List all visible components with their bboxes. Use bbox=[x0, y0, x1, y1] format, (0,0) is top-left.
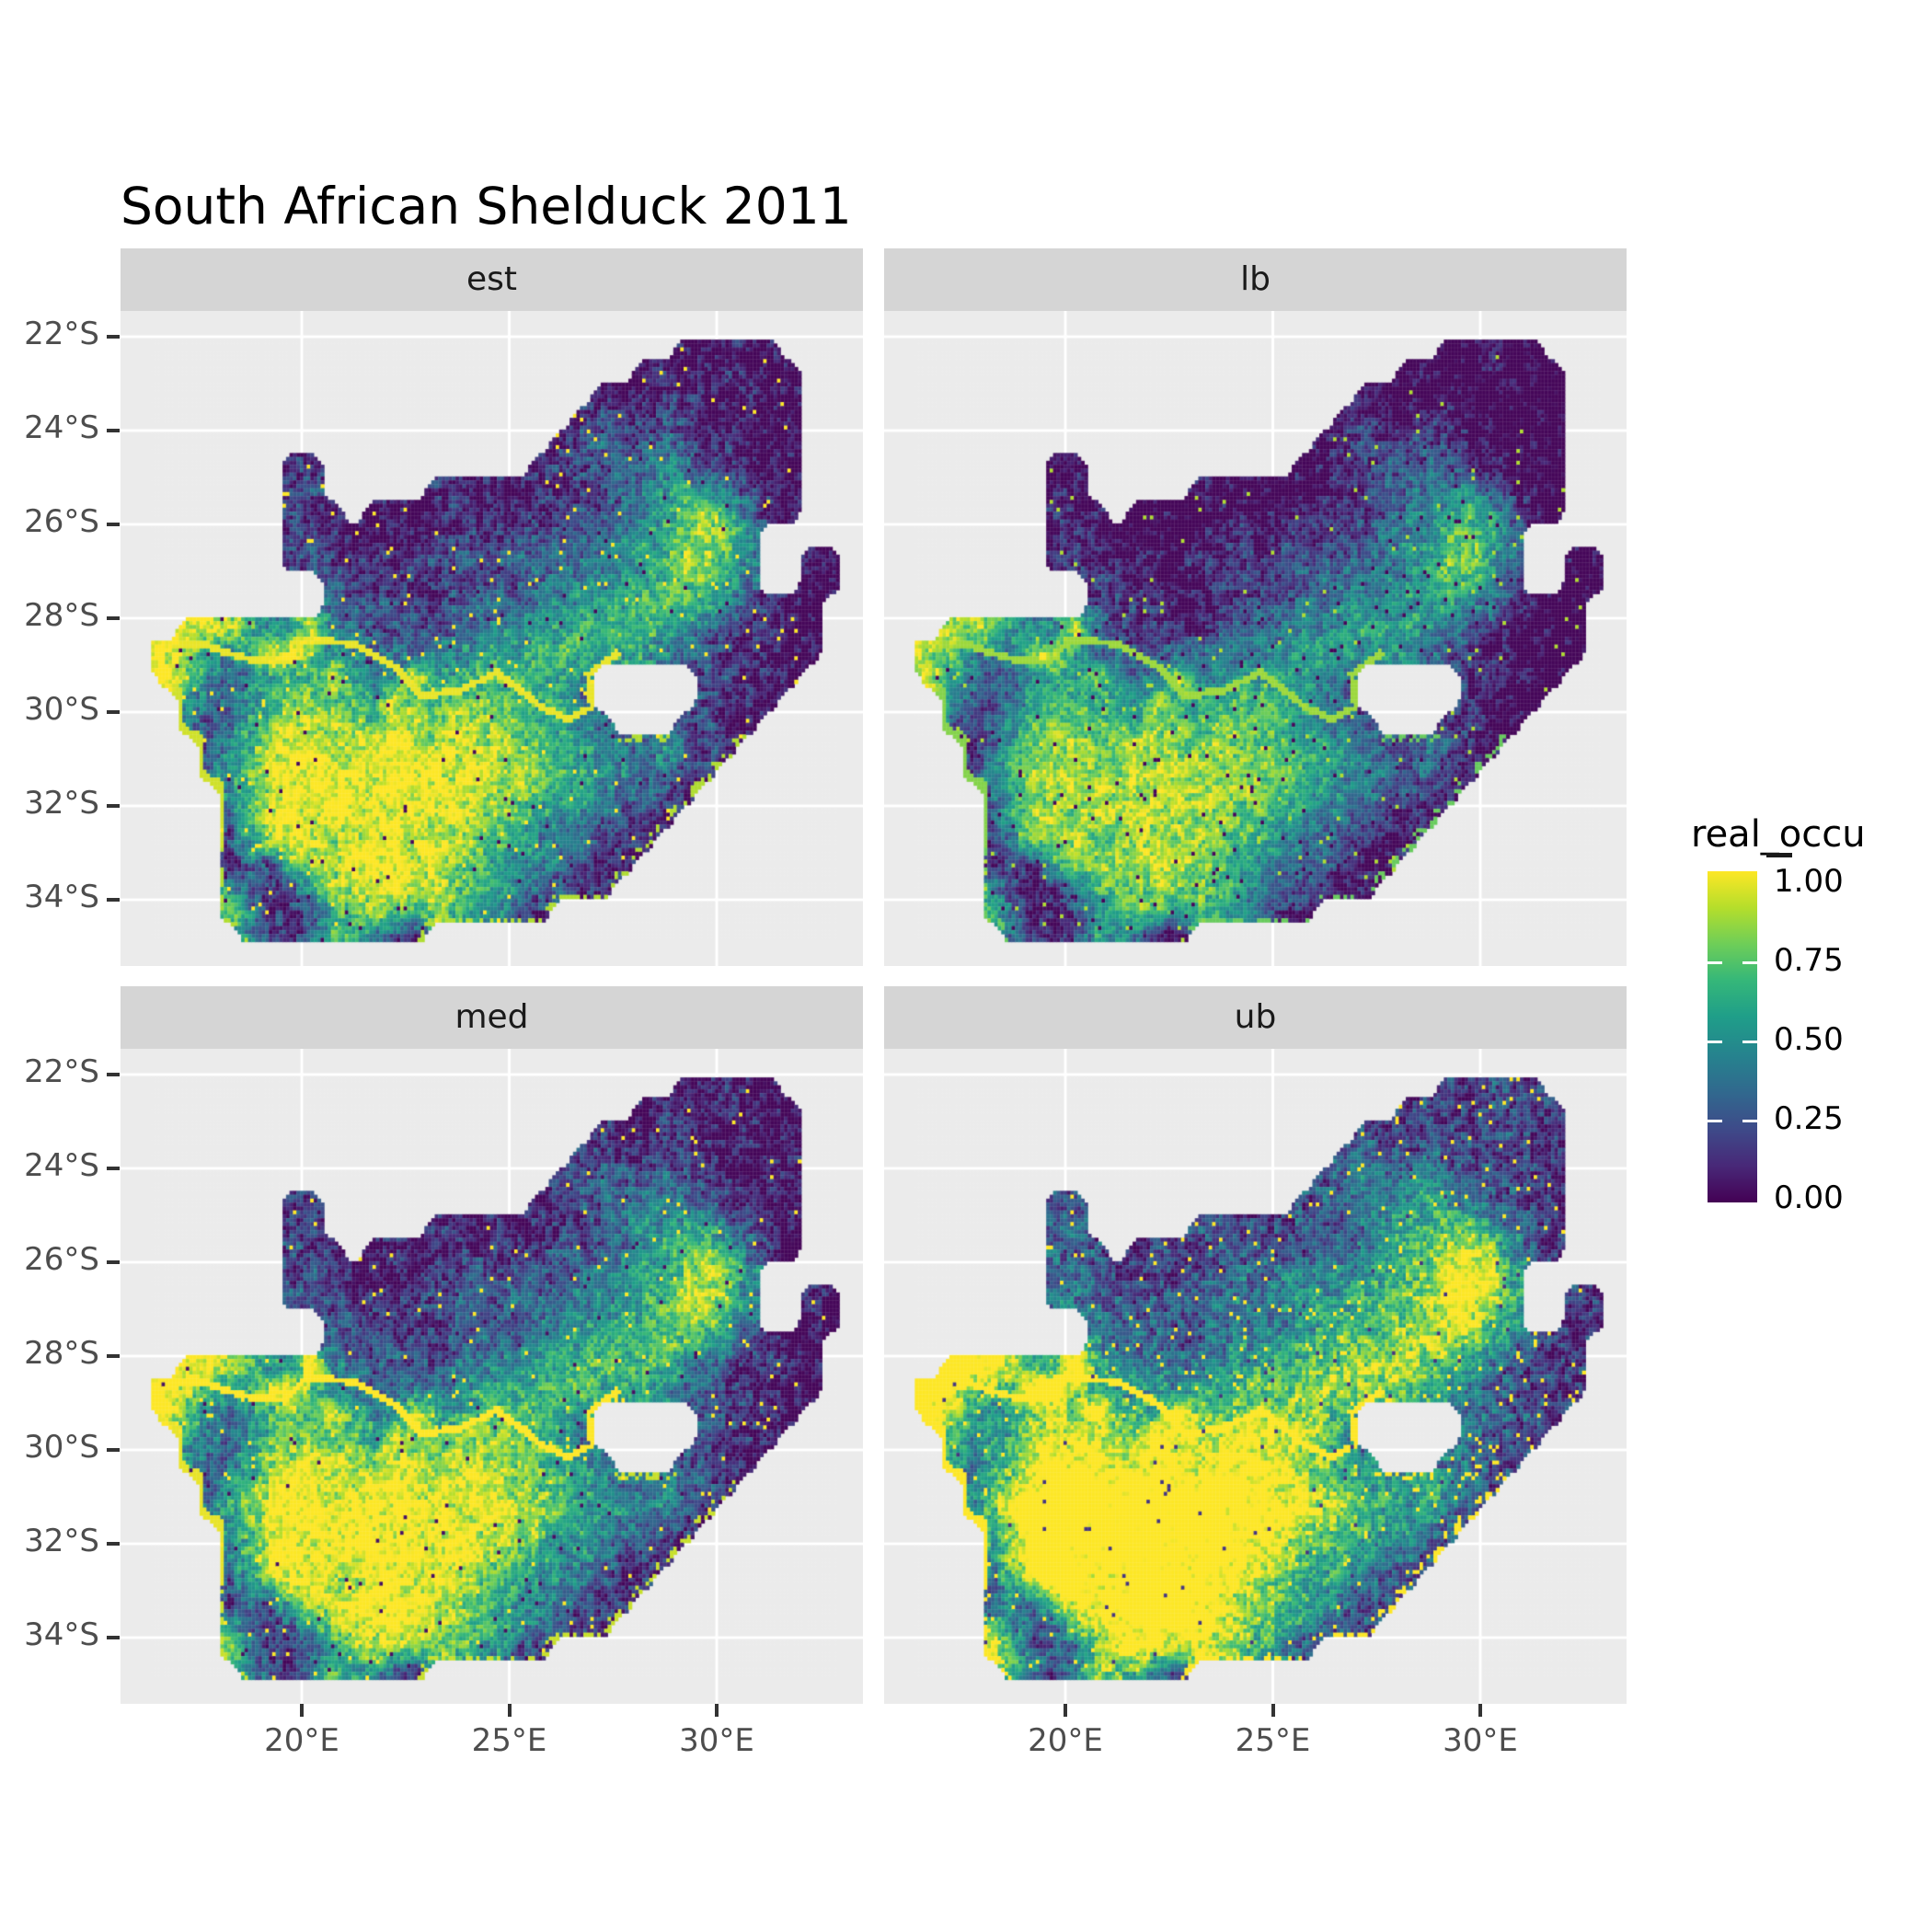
y-tick-label: 24°S bbox=[24, 1147, 99, 1184]
x-tick-label: 20°E bbox=[264, 1722, 339, 1759]
y-tick-mark bbox=[107, 429, 120, 432]
facet-strip-est: est bbox=[121, 248, 863, 311]
y-tick-mark bbox=[107, 1167, 120, 1170]
facet-map-ub bbox=[884, 1049, 1627, 1704]
colorbar-tick bbox=[1742, 1041, 1757, 1043]
y-tick-mark bbox=[107, 898, 120, 902]
legend-label: 0.75 bbox=[1774, 942, 1844, 979]
page-title: South African Shelduck 2011 bbox=[121, 177, 852, 236]
y-tick-mark bbox=[107, 804, 120, 808]
y-tick-mark bbox=[107, 335, 120, 339]
colorbar-tick bbox=[1708, 1041, 1722, 1043]
colorbar-tick bbox=[1742, 961, 1757, 964]
x-tick-label: 25°E bbox=[1235, 1722, 1311, 1759]
y-tick-label: 26°S bbox=[24, 503, 99, 540]
facet-strip-label: med bbox=[454, 998, 529, 1036]
y-tick-mark bbox=[107, 1354, 120, 1358]
x-tick-label: 25°E bbox=[471, 1722, 547, 1759]
y-tick-mark bbox=[107, 1542, 120, 1546]
x-tick-mark bbox=[507, 1704, 512, 1717]
legend-label: 0.50 bbox=[1774, 1021, 1844, 1058]
colorbar-tick bbox=[1742, 1120, 1757, 1122]
y-tick-label: 32°S bbox=[24, 785, 99, 822]
x-tick-mark bbox=[1478, 1704, 1482, 1717]
colorbar bbox=[1708, 871, 1757, 1202]
y-tick-mark bbox=[107, 523, 120, 526]
facet-map-est bbox=[121, 311, 863, 966]
y-tick-label: 34°S bbox=[24, 879, 99, 915]
y-tick-mark bbox=[107, 1636, 120, 1639]
legend-label: 1.00 bbox=[1774, 863, 1844, 900]
x-tick-label: 30°E bbox=[1443, 1722, 1518, 1759]
x-tick-mark bbox=[1271, 1704, 1275, 1717]
facet-map-lb bbox=[884, 311, 1627, 966]
y-tick-label: 30°S bbox=[24, 1429, 99, 1466]
y-tick-label: 26°S bbox=[24, 1241, 99, 1278]
colorbar-tick bbox=[1708, 961, 1722, 964]
x-tick-mark bbox=[1064, 1704, 1067, 1717]
y-tick-mark bbox=[107, 710, 120, 714]
y-tick-label: 32°S bbox=[24, 1523, 99, 1559]
y-tick-mark bbox=[107, 1073, 120, 1076]
y-tick-label: 28°S bbox=[24, 1335, 99, 1372]
x-tick-label: 20°E bbox=[1028, 1722, 1103, 1759]
facet-strip-label: est bbox=[466, 260, 518, 298]
facet-strip-label: lb bbox=[1240, 260, 1271, 298]
legend-top-tick bbox=[1766, 853, 1792, 857]
y-tick-mark bbox=[107, 616, 120, 620]
facet-strip-label: ub bbox=[1234, 998, 1277, 1036]
y-tick-label: 30°S bbox=[24, 691, 99, 728]
y-tick-label: 22°S bbox=[24, 1053, 99, 1090]
x-tick-label: 30°E bbox=[679, 1722, 754, 1759]
facet-strip-lb: lb bbox=[884, 248, 1627, 311]
facet-strip-med: med bbox=[121, 986, 863, 1049]
y-tick-label: 34°S bbox=[24, 1616, 99, 1653]
y-tick-label: 24°S bbox=[24, 409, 99, 446]
y-tick-mark bbox=[107, 1260, 120, 1264]
x-tick-mark bbox=[715, 1704, 719, 1717]
y-tick-label: 22°S bbox=[24, 316, 99, 352]
legend-label: 0.25 bbox=[1774, 1100, 1844, 1137]
colorbar-tick bbox=[1708, 1120, 1722, 1122]
legend-label: 0.00 bbox=[1774, 1179, 1844, 1216]
facet-map-med bbox=[121, 1049, 863, 1704]
facet-strip-ub: ub bbox=[884, 986, 1627, 1049]
x-tick-mark bbox=[300, 1704, 304, 1717]
y-tick-mark bbox=[107, 1448, 120, 1452]
y-tick-label: 28°S bbox=[24, 597, 99, 634]
legend-title: real_occu bbox=[1691, 813, 1866, 856]
